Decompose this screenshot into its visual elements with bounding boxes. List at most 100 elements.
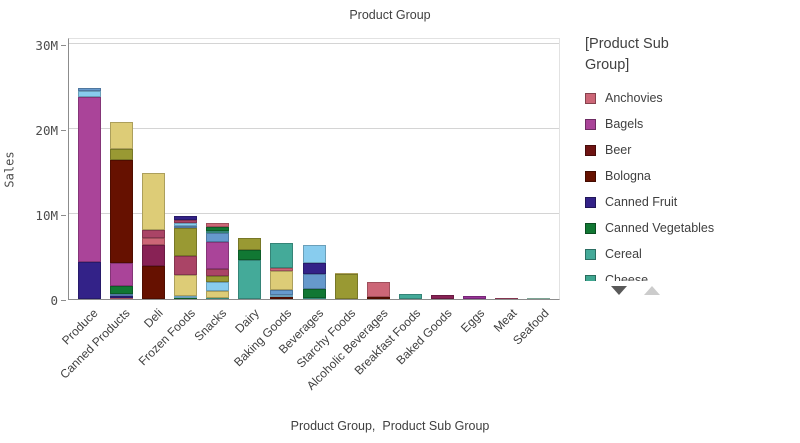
bar-segment[interactable]: [206, 227, 230, 232]
legend-item-bologna[interactable]: Bologna: [585, 163, 760, 189]
y-tick-mark: [61, 299, 66, 301]
bar-segment[interactable]: [174, 222, 198, 226]
bar-segment[interactable]: [302, 263, 326, 274]
bar-baked-goods[interactable]: [430, 295, 454, 299]
bar-segment[interactable]: [110, 296, 134, 298]
bar-segment[interactable]: [110, 297, 134, 299]
bar-segment[interactable]: [302, 273, 326, 289]
bar-segment[interactable]: [398, 293, 422, 299]
bar-segment[interactable]: [334, 272, 358, 275]
bar-segment[interactable]: [206, 282, 230, 291]
bar-produce[interactable]: [78, 88, 102, 299]
bar-starchy-foods[interactable]: [334, 272, 358, 299]
bar-segment[interactable]: [206, 275, 230, 283]
legend-item-cereal[interactable]: Cereal: [585, 241, 760, 267]
bar-breakfast-foods[interactable]: [398, 293, 422, 299]
bar-segment[interactable]: [270, 295, 294, 298]
bar-segment[interactable]: [78, 90, 102, 97]
bar-segment[interactable]: [142, 173, 166, 231]
x-axis-category-label[interactable]: Meat: [490, 306, 520, 335]
legend-item-canned-fruit[interactable]: Canned Fruit: [585, 189, 760, 215]
bar-canned-products[interactable]: [110, 122, 134, 299]
bar-segment[interactable]: [270, 270, 294, 291]
bar-segment[interactable]: [206, 231, 230, 233]
bar-segment[interactable]: [110, 159, 134, 264]
bar-segment[interactable]: [302, 297, 326, 299]
bar-segment[interactable]: [206, 290, 230, 298]
legend-scroll-up-icon[interactable]: [644, 286, 660, 296]
bar-segment[interactable]: [78, 88, 102, 91]
bar-segment[interactable]: [78, 96, 102, 262]
bar-segment[interactable]: [366, 296, 390, 299]
bar-segment[interactable]: [142, 230, 166, 238]
legend-item-label: Anchovies: [605, 91, 663, 106]
x-axis-category-label[interactable]: Deli: [140, 306, 166, 331]
bar-segment[interactable]: [174, 255, 198, 276]
bar-segment[interactable]: [526, 297, 550, 299]
bar-segment[interactable]: [174, 295, 198, 299]
bar-baking-goods[interactable]: [270, 242, 294, 299]
bar-dairy[interactable]: [238, 237, 262, 299]
bar-seafood[interactable]: [526, 297, 550, 299]
bar-segment[interactable]: [206, 242, 230, 270]
bar-eggs[interactable]: [462, 296, 486, 299]
bar-segment[interactable]: [174, 228, 198, 256]
bar-alcoholic-beverages[interactable]: [366, 282, 390, 299]
plot-area: [68, 38, 560, 300]
bar-meat[interactable]: [494, 297, 518, 299]
legend: [Product Sub Group] Anchovies Bagels Beer B…: [585, 34, 760, 296]
legend-item-anchovies[interactable]: Anchovies: [585, 85, 760, 111]
bar-segment[interactable]: [462, 296, 486, 299]
bar-segment[interactable]: [174, 220, 198, 223]
bar-segment[interactable]: [110, 122, 134, 150]
bar-segment[interactable]: [110, 263, 134, 287]
bar-segment[interactable]: [174, 298, 198, 299]
bar-segment[interactable]: [206, 222, 230, 228]
bar-segment[interactable]: [110, 293, 134, 297]
bar-segment[interactable]: [238, 237, 262, 250]
bar-segment[interactable]: [142, 265, 166, 299]
bar-segment[interactable]: [206, 269, 230, 276]
legend-item-label: Bagels: [605, 117, 644, 132]
bar-segment[interactable]: [270, 297, 294, 299]
bar-segment[interactable]: [302, 244, 326, 264]
bar-segment[interactable]: [270, 242, 294, 268]
gridline-10M: [69, 213, 559, 214]
bar-segment[interactable]: [238, 259, 262, 299]
legend-item-label: Canned Fruit: [605, 195, 678, 210]
bar-frozen-foods[interactable]: [174, 215, 198, 299]
bar-segment[interactable]: [366, 282, 390, 297]
legend-item-cheese[interactable]: Cheese: [585, 267, 760, 282]
legend-item-beer[interactable]: Beer: [585, 137, 760, 163]
bar-segment[interactable]: [334, 274, 358, 299]
bar-segment[interactable]: [174, 225, 198, 229]
bar-segment[interactable]: [270, 290, 294, 296]
bar-segment[interactable]: [430, 295, 454, 299]
legend-scroll-down-icon[interactable]: [611, 286, 627, 296]
y-tick-mark: [61, 44, 66, 46]
legend-item-canned-vegetables[interactable]: Canned Vegetables: [585, 215, 760, 241]
x-axis-category-label[interactable]: Eggs: [457, 306, 488, 336]
legend-item-label: Beer: [605, 143, 632, 158]
bar-segment[interactable]: [494, 297, 518, 299]
bar-segment[interactable]: [142, 237, 166, 246]
legend-item-bagels[interactable]: Bagels: [585, 111, 760, 137]
gridline-20M: [69, 128, 559, 129]
bar-segment[interactable]: [78, 261, 102, 299]
bar-deli[interactable]: [142, 173, 166, 299]
bar-segment[interactable]: [270, 267, 294, 271]
bar-segment[interactable]: [206, 297, 230, 299]
bar-segment[interactable]: [206, 232, 230, 243]
bar-beverages[interactable]: [302, 244, 326, 299]
x-axis-category-label[interactable]: Snacks: [191, 306, 230, 344]
legend-item-label: Cheese: [605, 273, 649, 282]
bar-segment[interactable]: [174, 275, 198, 296]
bar-segment[interactable]: [174, 215, 198, 221]
bar-segment[interactable]: [110, 286, 134, 294]
bar-segment[interactable]: [142, 245, 166, 266]
bar-segment[interactable]: [110, 149, 134, 160]
bar-snacks[interactable]: [206, 222, 230, 299]
bar-segment[interactable]: [302, 288, 326, 298]
bar-segment[interactable]: [238, 249, 262, 260]
